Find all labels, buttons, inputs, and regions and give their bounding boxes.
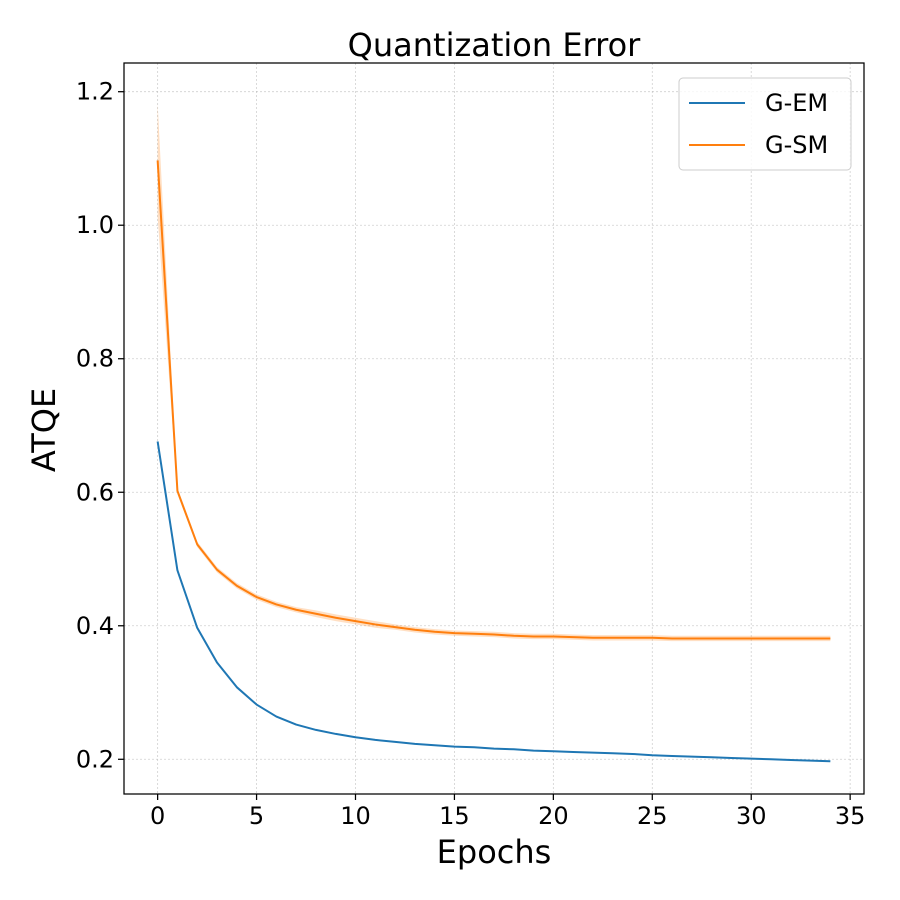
x-tick-label: 30 <box>736 802 767 830</box>
series-lines <box>156 160 831 763</box>
y-tick-label: 0.2 <box>76 745 114 773</box>
y-tick-label: 0.6 <box>76 478 114 506</box>
g-sm-points <box>157 160 831 639</box>
x-tick-label: 35 <box>835 802 866 830</box>
x-tick-label: 25 <box>637 802 668 830</box>
confidence-bands <box>157 103 831 642</box>
legend-box <box>678 77 852 171</box>
y-axis-title: ATQE <box>25 388 63 472</box>
x-tick-label: 5 <box>249 802 264 830</box>
x-tick-label: 10 <box>340 802 371 830</box>
g-em-legend-label: G-EM <box>765 89 828 117</box>
x-axis-title: Epochs <box>437 833 552 871</box>
plot-frame <box>123 62 865 795</box>
legend: G-EM G-SM <box>678 77 852 171</box>
g-sm-confidence-band <box>157 103 831 642</box>
y-tick-label: 1.2 <box>76 78 114 106</box>
g-em-points <box>157 441 831 762</box>
g-sm-series-line <box>156 160 831 640</box>
g-em-series-line <box>156 441 831 763</box>
x-tick-label: 20 <box>538 802 569 830</box>
x-tick-label: 0 <box>150 802 165 830</box>
chart-title: Quantization Error <box>348 26 642 64</box>
grid <box>124 63 864 794</box>
axis-ticks: 0 5 10 15 20 25 30 35 0.2 0.4 0.6 0.8 1.0 1.2 <box>76 78 866 830</box>
y-tick-label: 0.4 <box>76 612 114 640</box>
g-sm-legend-label: G-SM <box>765 131 828 159</box>
y-tick-label: 1.0 <box>76 211 114 239</box>
x-tick-label: 15 <box>439 802 470 830</box>
y-tick-label: 0.8 <box>76 345 114 373</box>
